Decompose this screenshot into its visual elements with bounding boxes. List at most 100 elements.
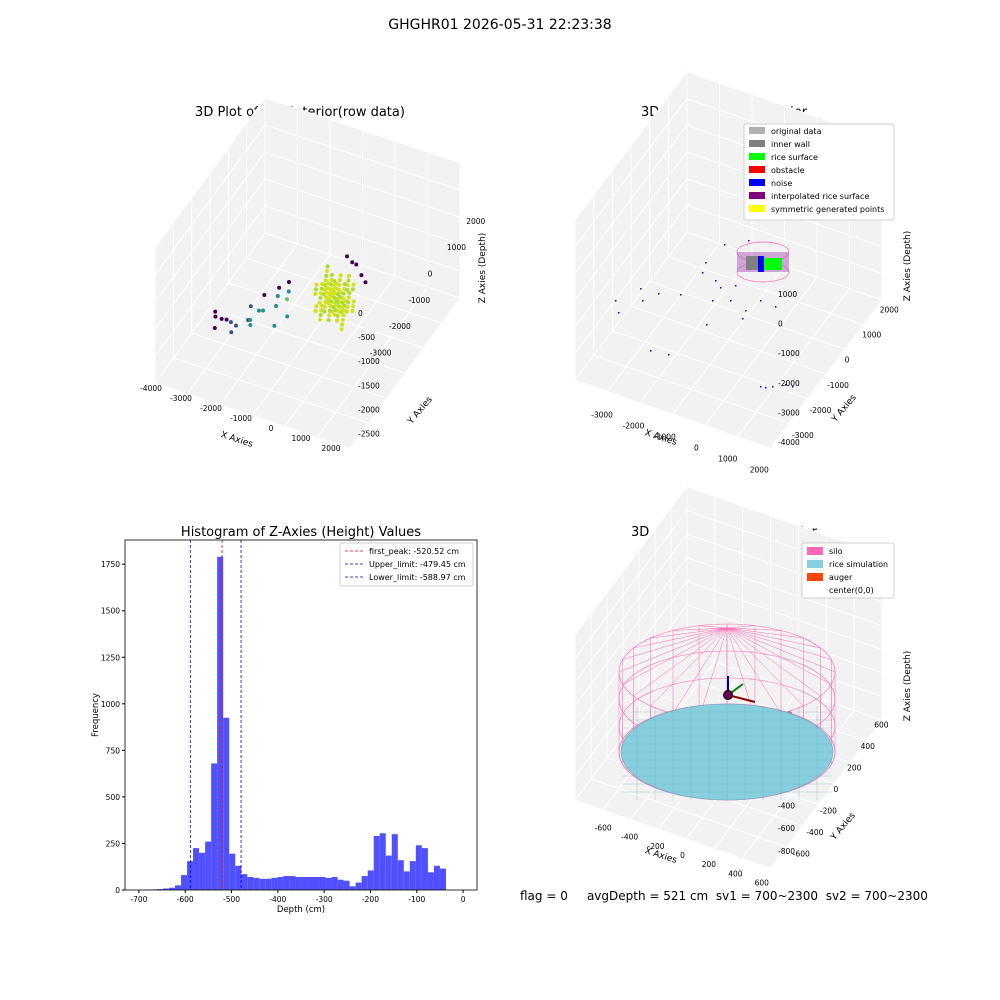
cluster-point bbox=[341, 291, 346, 296]
panel-classify-scatter: 3D classify of Silo Interior-3000-2000-1… bbox=[574, 70, 913, 475]
cluster-point bbox=[323, 278, 328, 283]
tick-label-y: 1250 bbox=[101, 653, 120, 662]
cluster-point bbox=[351, 299, 356, 304]
tick-label-y: 0 bbox=[845, 356, 850, 365]
legend-label: Upper_limit: -479.45 cm bbox=[369, 560, 466, 569]
silo-roof-line bbox=[726, 627, 821, 649]
silo-roof-line bbox=[726, 627, 804, 639]
tick-label-x: 0 bbox=[694, 444, 699, 453]
cluster-point bbox=[341, 313, 346, 318]
legend-box bbox=[801, 542, 895, 599]
silo-roof-line bbox=[726, 627, 782, 714]
tick-label-x: -600 bbox=[595, 824, 612, 833]
histogram-bar bbox=[229, 853, 236, 890]
cluster-point bbox=[313, 287, 318, 292]
data-point bbox=[262, 293, 267, 297]
data-point bbox=[213, 309, 218, 314]
histogram-bar bbox=[241, 874, 248, 890]
grid-line-y bbox=[590, 613, 787, 848]
noise-point bbox=[706, 324, 708, 326]
legend-swatch bbox=[807, 573, 823, 581]
tick-label-y: 1500 bbox=[101, 607, 120, 616]
tick-label-z: -2000 bbox=[778, 379, 800, 388]
tick-label-z: -1000 bbox=[778, 349, 800, 358]
y-axis-label: Y Axies bbox=[406, 395, 435, 427]
cluster-point bbox=[327, 308, 332, 313]
silo-roof-line bbox=[726, 627, 782, 631]
histogram-bar bbox=[295, 876, 302, 890]
grid-line-z bbox=[574, 71, 883, 221]
histogram-bar bbox=[355, 882, 362, 890]
legend: silo rice simulation auger center(0,0) bbox=[801, 542, 895, 599]
cluster-point bbox=[326, 318, 331, 323]
noise-point bbox=[775, 306, 777, 308]
tick-label-x: 1000 bbox=[291, 434, 310, 443]
data-point bbox=[234, 323, 239, 328]
histogram-bar bbox=[361, 876, 368, 890]
tick-label-x: -700 bbox=[130, 895, 147, 904]
data-point bbox=[285, 297, 290, 302]
cluster-point bbox=[345, 287, 350, 292]
tick-label-x: 0 bbox=[461, 895, 466, 904]
grid-line-z bbox=[154, 178, 461, 330]
data-point bbox=[213, 314, 218, 319]
silo-roof-line bbox=[726, 625, 755, 629]
tick-label-x: -2000 bbox=[623, 422, 645, 431]
cluster-point bbox=[318, 296, 323, 301]
silo-roof-line bbox=[622, 627, 728, 685]
cluster-point bbox=[338, 273, 343, 278]
cluster-point bbox=[320, 281, 325, 286]
histogram-bar bbox=[331, 876, 338, 890]
histogram-bar bbox=[265, 878, 272, 890]
tick-label-y: 200 bbox=[847, 764, 862, 773]
silo-roof-line bbox=[672, 627, 728, 714]
noise-point bbox=[760, 300, 762, 302]
tick-label-y: 750 bbox=[106, 746, 121, 755]
histogram-bar bbox=[259, 878, 266, 890]
noise-point bbox=[735, 285, 737, 287]
data-point bbox=[219, 316, 224, 321]
noise-point bbox=[748, 240, 750, 242]
legend-swatch bbox=[749, 179, 765, 186]
tick-label-x: 400 bbox=[728, 869, 743, 878]
legend-label: Lower_limit: -588.97 cm bbox=[369, 573, 466, 582]
tick-label-x: -200 bbox=[648, 842, 665, 851]
cluster-point bbox=[337, 278, 342, 283]
histogram-bar bbox=[409, 861, 416, 890]
legend-label: interpolated rice surface bbox=[771, 192, 869, 201]
noise-point bbox=[720, 287, 722, 289]
legend-label: rice surface bbox=[771, 153, 818, 162]
histogram-bar bbox=[385, 855, 392, 890]
cluster-point bbox=[334, 303, 339, 308]
legend-swatch bbox=[807, 547, 823, 555]
noise-point bbox=[650, 350, 652, 352]
data-point bbox=[277, 285, 282, 290]
cluster-point bbox=[346, 295, 351, 300]
tick-label-y: 600 bbox=[874, 721, 889, 730]
noise-point bbox=[730, 300, 732, 302]
tick-label-z: -2500 bbox=[358, 430, 380, 439]
noise-point bbox=[640, 288, 642, 290]
noise-point bbox=[742, 318, 744, 320]
tick-label-z: -4000 bbox=[778, 438, 800, 447]
tick-label-y: 2000 bbox=[880, 306, 899, 315]
tick-label-x: -100 bbox=[408, 895, 425, 904]
cluster-point bbox=[314, 282, 319, 287]
histogram-bar bbox=[367, 870, 374, 890]
grid-line-x bbox=[741, 545, 855, 859]
noise-core bbox=[758, 256, 764, 272]
cluster-point bbox=[313, 292, 318, 297]
histogram-bar bbox=[427, 872, 434, 890]
cluster-point bbox=[347, 290, 352, 295]
cluster-point bbox=[318, 291, 323, 296]
tick-label-x: -1000 bbox=[654, 433, 676, 442]
cluster-point bbox=[336, 292, 341, 297]
histogram-bar bbox=[433, 865, 440, 890]
chart-title: Histogram of Z-Axies (Height) Values bbox=[181, 525, 421, 540]
grid-line-z bbox=[574, 486, 883, 636]
silo-roof-line bbox=[726, 627, 832, 685]
tick-label-y: 0 bbox=[834, 785, 839, 794]
histogram-bar bbox=[439, 868, 446, 890]
status-flag: flag = 0 bbox=[520, 889, 568, 903]
